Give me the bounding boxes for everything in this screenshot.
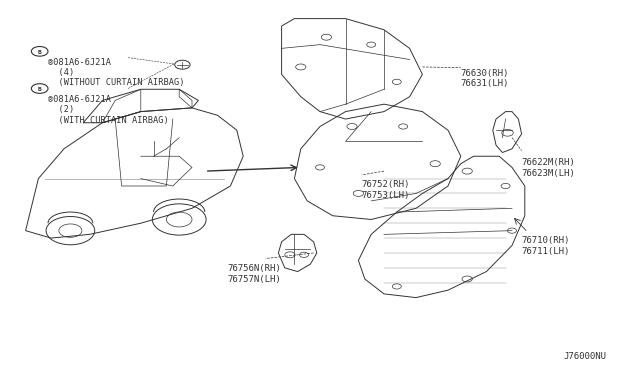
Text: 76710(RH)
76711(LH): 76710(RH) 76711(LH) (522, 236, 570, 256)
Text: B: B (38, 87, 42, 92)
Text: ®081A6-6J21A
  (2)
  (WITH CURTAIN AIRBAG): ®081A6-6J21A (2) (WITH CURTAIN AIRBAG) (48, 95, 169, 125)
Text: J76000NU: J76000NU (563, 352, 606, 360)
Text: B: B (38, 50, 42, 55)
Text: 76752(RH)
76753(LH): 76752(RH) 76753(LH) (362, 180, 410, 200)
Text: ®081A6-6J21A
  (4)
  (WITHOUT CURTAIN AIRBAG): ®081A6-6J21A (4) (WITHOUT CURTAIN AIRBAG… (48, 58, 184, 87)
Text: 76756N(RH)
76757N(LH): 76756N(RH) 76757N(LH) (227, 264, 281, 283)
Text: 76622M(RH)
76623M(LH): 76622M(RH) 76623M(LH) (522, 158, 575, 177)
Text: 76630(RH)
76631(LH): 76630(RH) 76631(LH) (461, 69, 509, 88)
